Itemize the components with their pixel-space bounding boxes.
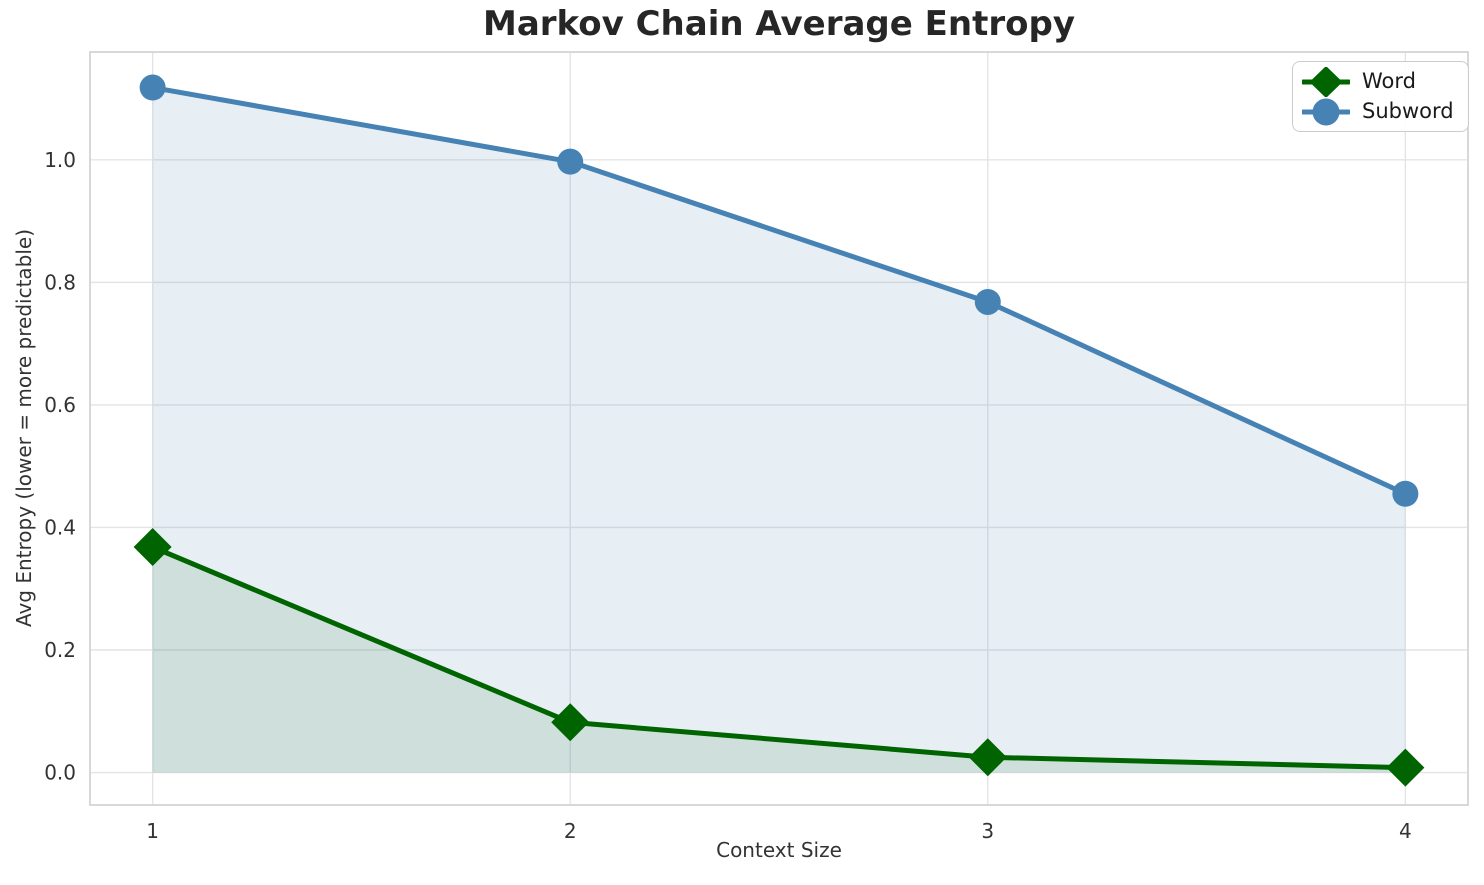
x-tick-label: 1 xyxy=(146,819,159,843)
y-tick-label: 0.2 xyxy=(44,638,76,662)
subword-line xyxy=(150,85,1408,497)
y-tick-label: 1.0 xyxy=(44,148,76,172)
word-point-marker xyxy=(1386,748,1425,787)
legend-label-subword: Subword xyxy=(1362,99,1454,123)
subword-point-marker xyxy=(557,148,584,175)
legend: Word Subword xyxy=(1292,61,1469,132)
word-line xyxy=(150,544,1408,771)
y-tick-label: 0.0 xyxy=(44,761,76,785)
subword-point-marker xyxy=(974,288,1001,315)
y-tick-label: 0.8 xyxy=(44,270,76,294)
y-axis-label: Avg Entropy (lower = more predictable) xyxy=(12,228,36,628)
legend-label-word: Word xyxy=(1362,69,1416,93)
word-point-marker xyxy=(133,528,172,567)
subword-point-marker xyxy=(139,74,166,101)
plot-border xyxy=(89,51,1469,806)
word-area xyxy=(152,547,1406,773)
subword-circle-marker-icon xyxy=(1302,98,1350,125)
chart-title: Markov Chain Average Entropy xyxy=(483,4,1075,44)
x-tick-label: 4 xyxy=(1399,819,1412,843)
word-diamond-marker-icon xyxy=(1302,66,1350,97)
x-tick-label: 2 xyxy=(564,819,577,843)
x-axis-label: Context Size xyxy=(716,838,842,862)
y-tick-label: 0.6 xyxy=(44,393,76,417)
y-tick-label: 0.4 xyxy=(44,515,76,539)
subword-point-marker xyxy=(1392,480,1419,507)
word-point-marker xyxy=(551,703,590,742)
legend-item-word: Word xyxy=(1302,66,1454,97)
legend-item-subword: Subword xyxy=(1302,97,1454,126)
subword-area xyxy=(152,87,1406,773)
x-tick-label: 3 xyxy=(981,819,994,843)
word-point-marker xyxy=(968,738,1007,777)
